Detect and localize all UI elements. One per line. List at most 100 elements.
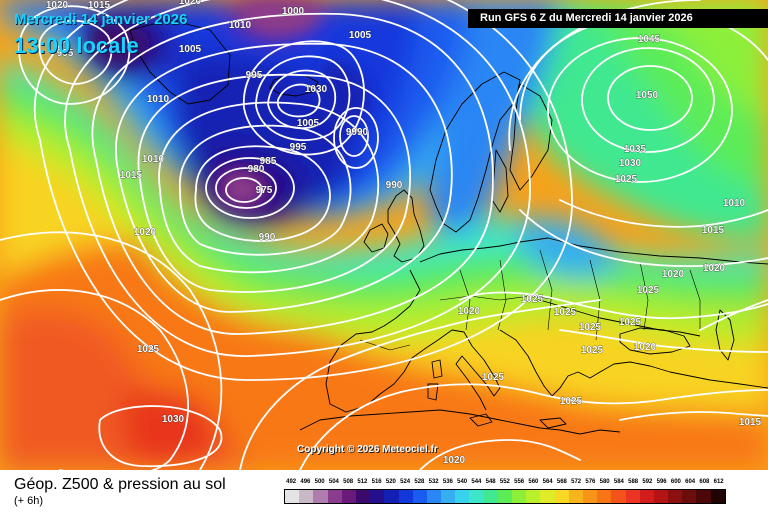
scale-label: 524 xyxy=(400,479,411,485)
isobar-label: 1015 xyxy=(739,417,762,428)
isobar-label: 1025 xyxy=(619,317,642,328)
scale-label: 608 xyxy=(699,479,710,485)
scale-label: 588 xyxy=(628,479,639,485)
isobar-label: 1005 xyxy=(179,44,202,55)
isobar-label: 1045 xyxy=(638,34,661,45)
isobar-label: 1050 xyxy=(636,90,659,101)
isobar-label: 1020 xyxy=(134,227,157,238)
scale-swatch xyxy=(611,490,626,503)
scale-swatch xyxy=(355,490,371,503)
isobar-label: 1030 xyxy=(619,158,642,169)
geopotential-field xyxy=(0,0,768,470)
scale-swatch xyxy=(313,490,328,503)
scale-swatch xyxy=(639,490,654,503)
scale-label: 612 xyxy=(713,479,724,485)
forecast-date: Mercredi 14 janvier 2026 xyxy=(14,11,188,28)
scale-label: 592 xyxy=(642,479,653,485)
scale-swatch xyxy=(568,490,583,503)
scale-swatch xyxy=(682,490,697,503)
scale-swatch xyxy=(341,490,356,503)
scale-swatch xyxy=(554,490,569,503)
isobar-label: 985 xyxy=(260,156,277,167)
lead-time: (+ 6h) xyxy=(14,495,44,507)
forecast-map: 1020 1015 1020 1010 1000 1005 995 1005 995 1030 10… xyxy=(0,0,768,470)
scale-label: 532 xyxy=(428,479,439,485)
scale-label: 600 xyxy=(670,479,681,485)
scale-swatch xyxy=(412,490,427,503)
scale-swatch xyxy=(384,490,399,503)
isobar-label: 1010 xyxy=(147,94,170,105)
isobar-label: 1025 xyxy=(581,345,604,356)
scale-swatch xyxy=(483,490,498,503)
isobar-label: 1015 xyxy=(120,170,143,181)
isobar-label: 995 xyxy=(57,48,74,59)
isobar-label: 1020 xyxy=(634,342,657,353)
isobar-label: 1020 xyxy=(443,455,466,466)
scale-label: 564 xyxy=(542,479,553,485)
isobar-label: 1025 xyxy=(554,307,577,318)
copyright-notice: Copyright © 2026 Meteociel.fr xyxy=(297,444,438,455)
isobar-labels: 1020 1015 1020 1010 1000 1005 995 1005 995 1030 10… xyxy=(46,0,762,466)
scale-label: 576 xyxy=(585,479,596,485)
isobars xyxy=(0,0,768,470)
scale-label: 584 xyxy=(613,479,624,485)
isobar-label: 1000 xyxy=(282,6,305,17)
isobar-label: 1025 xyxy=(560,396,583,407)
scale-swatch xyxy=(441,490,456,503)
scale-label: 560 xyxy=(528,479,539,485)
scale-label: 516 xyxy=(371,479,382,485)
scale-swatch xyxy=(469,490,484,503)
forecast-time: 13:00 locale xyxy=(14,33,139,58)
scale-swatch xyxy=(710,490,725,503)
isobar-label: 1010 xyxy=(229,20,252,31)
scale-label: 520 xyxy=(385,479,396,485)
isobar-label: 1030 xyxy=(305,84,328,95)
scale-swatch xyxy=(497,490,512,503)
isobar-label: 1020 xyxy=(46,0,69,11)
scale-label: 492 xyxy=(286,479,297,485)
isobar-label: 1025 xyxy=(615,174,638,185)
isobar-label: 1025 xyxy=(579,322,602,333)
scale-swatch xyxy=(597,490,612,503)
scale-swatch xyxy=(540,490,555,503)
scale-swatch xyxy=(285,490,300,503)
scale-label: 596 xyxy=(656,479,667,485)
isobar-label: 990 xyxy=(259,232,276,243)
scale-label: 552 xyxy=(499,479,510,485)
scale-label: 508 xyxy=(343,479,354,485)
scale-label: 580 xyxy=(599,479,610,485)
isobar-label: 1035 xyxy=(624,144,647,155)
isobar-label: 1025 xyxy=(637,285,660,296)
scale-label: 548 xyxy=(485,479,496,485)
isobar-label: 1025 xyxy=(521,294,544,305)
isobar-label: 1005 xyxy=(349,30,372,41)
isobar-label: 9990 xyxy=(346,127,369,138)
scale-label: 500 xyxy=(314,479,325,485)
product-title: Géop. Z500 & pression au sol xyxy=(14,476,226,493)
scale-label: 568 xyxy=(556,479,567,485)
isobar-label: 1005 xyxy=(297,118,320,129)
scale-label: 528 xyxy=(414,479,425,485)
isobar-label: 1010 xyxy=(723,198,746,209)
scale-swatch xyxy=(398,490,413,503)
scale-swatch xyxy=(696,490,711,503)
isobar-label: 1020 xyxy=(662,269,685,280)
isobar-label: 975 xyxy=(256,185,273,196)
scale-swatch xyxy=(370,490,385,503)
scale-label: 496 xyxy=(300,479,311,485)
scale-swatch xyxy=(426,490,442,503)
scale-swatch xyxy=(299,490,314,503)
scale-swatch xyxy=(625,490,640,503)
isobar-label: 1020 xyxy=(458,306,481,317)
scale-label: 536 xyxy=(442,479,453,485)
isobar-label: 1020 xyxy=(179,0,202,7)
scale-label: 512 xyxy=(357,479,368,485)
isobar-label: 1015 xyxy=(702,225,725,236)
isobar-label: 1010 xyxy=(142,154,165,165)
color-scale-labels: 492 496 500 504 508 512 516 520 524 528 532 536 540 5… xyxy=(284,479,726,485)
scale-label: 556 xyxy=(514,479,525,485)
scale-swatch xyxy=(455,490,470,503)
isobar-label: 1025 xyxy=(137,344,160,355)
isobar-label: 1020 xyxy=(703,263,726,274)
isobar-label: 995 xyxy=(246,70,263,81)
